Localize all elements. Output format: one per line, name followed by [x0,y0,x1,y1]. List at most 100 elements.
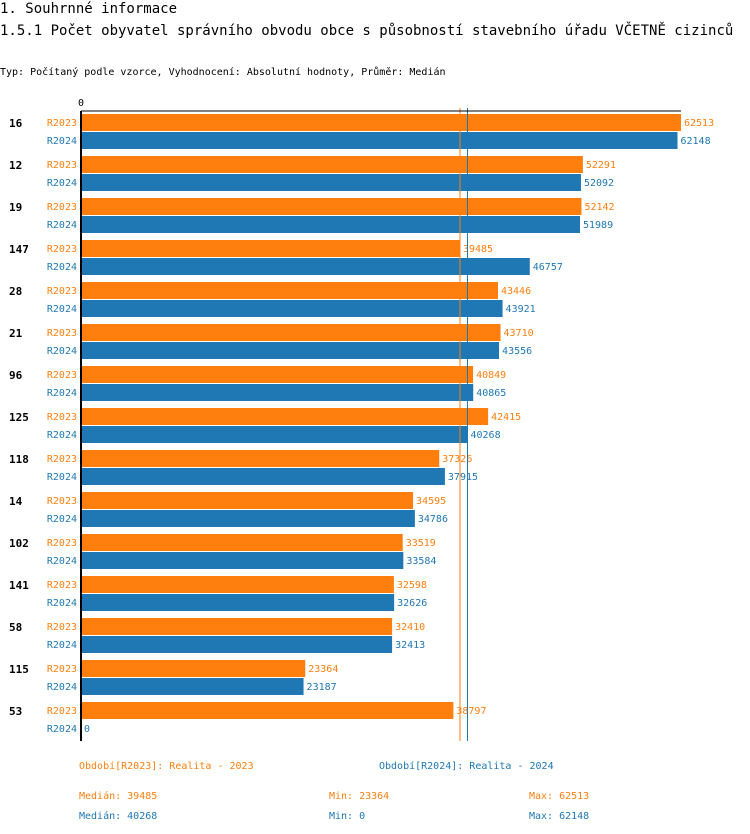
series-label: R2023 [47,202,77,213]
bar [81,468,445,485]
category-label: 102 [9,537,29,550]
category-label: 16 [9,117,23,130]
series-label: R2024 [47,724,77,735]
data-label: 34595 [416,496,446,507]
bar [81,702,454,719]
data-label: 52092 [584,178,614,189]
bar [81,384,474,401]
series-label: R2023 [47,328,77,339]
bar [81,174,581,191]
series-label: R2023 [47,538,77,549]
series-label: R2023 [47,454,77,465]
bar [81,216,580,233]
series-label: R2024 [47,514,77,525]
data-label: 23364 [308,664,338,675]
series-label: R2024 [47,262,77,273]
data-label: 0 [84,724,90,735]
series-label: R2024 [47,304,77,315]
category-label: 19 [9,201,22,214]
data-label: 43556 [502,346,532,357]
bar [81,132,678,149]
bar [81,198,582,215]
category-label: 125 [9,411,29,424]
series-label: R2024 [47,388,77,399]
series-label: R2023 [47,412,77,423]
bar [81,552,404,569]
category-label: 147 [9,243,29,256]
bar [81,450,440,467]
section-heading: 1. Souhrnné informace [0,1,178,17]
bar [81,510,415,527]
stat-min-r2024: Min: 0 [329,811,366,822]
data-label: 43446 [501,286,531,297]
data-label: 40849 [476,370,506,381]
series-label: R2024 [47,598,77,609]
data-label: 52291 [586,160,616,171]
bar [81,300,503,317]
series-label: R2023 [47,496,77,507]
bar [81,576,394,593]
bar [81,240,460,257]
series-label: R2023 [47,580,77,591]
bar-chart: 16 R2023 62513 R2024 62148 12 R2023 52291 R2024 5… [9,98,714,741]
data-label: 52142 [584,202,614,213]
bar [81,114,681,131]
data-label: 38797 [456,706,486,717]
legend-r2023: Období[R2023]: Realita - 2023 [79,761,254,772]
series-label: R2024 [47,220,77,231]
bar [81,282,498,299]
data-label: 43710 [504,328,534,339]
data-label: 40865 [476,388,506,399]
series-label: R2023 [47,244,77,255]
data-label: 23187 [307,682,337,693]
bar [81,408,489,425]
series-label: R2024 [47,178,77,189]
data-label: 43921 [506,304,536,315]
data-label: 62513 [684,118,714,129]
series-label: R2024 [47,430,77,441]
bar [81,324,501,341]
bar [81,594,395,611]
data-label: 62148 [680,136,710,147]
series-label: R2023 [47,664,77,675]
category-label: 115 [9,663,29,676]
stat-max-r2024: Max: 62148 [529,811,590,822]
category-label: 28 [9,285,22,298]
series-label: R2023 [47,160,77,171]
category-label: 53 [9,705,22,718]
data-label: 40268 [470,430,500,441]
x-tick-label: 0 [78,98,84,109]
bar [81,156,583,173]
data-label: 32410 [395,622,425,633]
data-label: 42415 [491,412,521,423]
series-label: R2023 [47,706,77,717]
data-label: 34786 [418,514,448,525]
data-label: 32598 [397,580,427,591]
series-label: R2023 [47,286,77,297]
category-label: 21 [9,327,23,340]
data-label: 46757 [533,262,563,273]
data-label: 51989 [583,220,613,231]
data-label: 39485 [463,244,493,255]
legend-r2024: Období[R2024]: Realita - 2024 [379,761,554,772]
bar [81,492,414,509]
data-label: 32413 [395,640,425,651]
bar [81,618,393,635]
category-label: 12 [9,159,22,172]
bar [81,366,474,383]
bar [81,342,500,359]
bar [81,258,530,275]
bar [81,660,306,677]
series-label: R2024 [47,682,77,693]
data-label: 32626 [397,598,427,609]
data-label: 37326 [442,454,472,465]
stat-max-r2023: Max: 62513 [529,791,590,802]
chart-title: 1.5.1 Počet obyvatel správního obvodu ob… [0,23,734,39]
stat-min-r2023: Min: 23364 [329,791,390,802]
category-label: 96 [9,369,23,382]
series-label: R2023 [47,622,77,633]
data-label: 33584 [406,556,436,567]
series-label: R2024 [47,556,77,567]
category-label: 141 [9,579,29,592]
series-label: R2024 [47,136,77,147]
